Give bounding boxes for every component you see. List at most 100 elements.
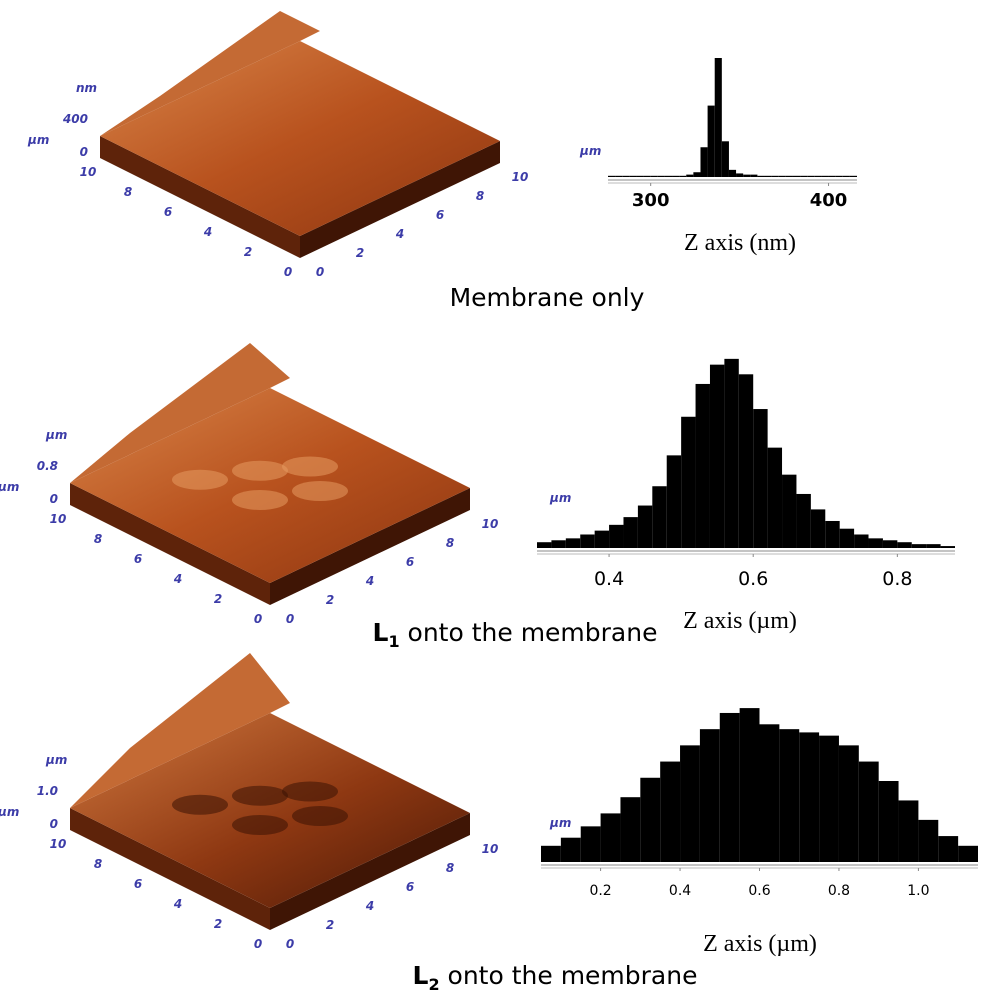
histogram-bar (715, 58, 722, 177)
histogram-bar (696, 384, 710, 548)
afm-tick-label: 8 (446, 861, 454, 875)
x-tick-label: 400 (810, 190, 848, 211)
histogram-bar (879, 781, 899, 862)
histogram-bar (799, 732, 819, 862)
histogram-bar (793, 176, 800, 177)
histogram-bar (537, 542, 551, 548)
histogram-bar (839, 745, 859, 862)
histogram-bar (667, 455, 681, 548)
histogram-bar (679, 176, 686, 177)
histogram-bar (615, 176, 622, 177)
afm-grain (172, 470, 228, 490)
histogram-bar (782, 475, 796, 548)
histogram-bar (926, 544, 940, 548)
afm-tick-label: 2 (326, 918, 334, 932)
histogram-bar (652, 486, 666, 548)
afm-tick-label: 6 (406, 555, 414, 569)
caption: Membrane only (450, 283, 645, 312)
afm-tick-label: 4 (365, 574, 374, 588)
histogram-bar (672, 176, 679, 177)
afm-tick-label: 8 (94, 532, 102, 546)
histogram-bar (608, 176, 615, 177)
histogram-bar (644, 176, 651, 177)
histogram-bar (814, 176, 821, 177)
histogram-bar (740, 708, 760, 862)
histogram-bar (938, 836, 958, 862)
afm-grain (232, 815, 288, 835)
afm-z-unit: µm (45, 428, 67, 442)
histogram-bar (840, 529, 854, 548)
histogram-bar (850, 176, 857, 177)
histogram-bar (561, 838, 581, 862)
histogram-bar (724, 359, 738, 548)
afm-grain (232, 461, 288, 481)
histogram-bar (566, 538, 580, 548)
afm-grain (232, 786, 288, 806)
caption-text: Membrane only (450, 283, 645, 312)
x-tick-label: 0.4 (594, 568, 624, 590)
histogram-bar (800, 176, 807, 177)
afm-top (70, 388, 470, 583)
histogram-bar (609, 525, 623, 548)
afm-tick-label: 0 (254, 612, 262, 626)
x-tick-label: 1.0 (907, 883, 929, 899)
x-tick-label: 0.4 (669, 883, 691, 899)
afm-tick-label: 10 (512, 170, 529, 184)
histogram-bar (700, 729, 720, 862)
caption-symbol: L (413, 961, 429, 990)
histogram-bar (869, 538, 883, 548)
x-axis-label: Z axis (nm) (684, 230, 796, 256)
histogram-bar (941, 546, 955, 548)
figure: 024681002468100400nmµmµm0246810024681000… (0, 0, 981, 991)
histogram-bar (811, 509, 825, 548)
afm-tick-label: 2 (214, 917, 222, 931)
afm-grain (282, 457, 338, 477)
afm-tick-label: 8 (124, 185, 132, 199)
histogram-bar (623, 517, 637, 548)
afm-grain (292, 481, 348, 501)
histogram-bar (786, 176, 793, 177)
histogram-bar (743, 175, 750, 177)
caption-subscript: 1 (388, 632, 399, 651)
afm-tick-label: 10 (482, 842, 499, 856)
x-tick-label: 0.2 (589, 883, 611, 899)
afm-tick-label: 4 (173, 897, 182, 911)
histogram-bar (843, 176, 850, 177)
histogram-bar (601, 813, 621, 862)
histogram-bar (629, 176, 636, 177)
afm-tick-label: 10 (80, 165, 97, 179)
histogram-bar (710, 365, 724, 548)
afm-z-unit: nm (76, 81, 97, 95)
caption-subscript: 2 (428, 975, 439, 991)
histogram-bar (779, 729, 799, 862)
afm-tick-label: 4 (365, 899, 374, 913)
histogram-bar (768, 448, 782, 548)
histogram-bar (658, 176, 665, 177)
histogram-bar (595, 531, 609, 548)
afm-tick-label: 0 (286, 612, 294, 626)
afm-grain (172, 795, 228, 815)
afm-tick-label: 4 (173, 572, 182, 586)
histogram-bar (681, 417, 695, 548)
caption-text: onto the membrane (400, 618, 658, 647)
histogram-bar (722, 141, 729, 177)
histogram-bar (807, 176, 814, 177)
x-tick-label: 0.8 (828, 883, 850, 899)
histogram-bar (708, 106, 715, 177)
histogram-bar (912, 544, 926, 548)
caption-symbol: L (373, 618, 389, 647)
histogram-bar (819, 736, 839, 862)
afm-z-unit: µm (45, 753, 67, 767)
caption: L1 onto the membrane (373, 618, 658, 651)
x-tick-label: 0.6 (748, 883, 770, 899)
x-tick-label: 0.8 (882, 568, 912, 590)
afm-z-label: 0 (50, 492, 58, 506)
histogram-bar (636, 176, 643, 177)
histogram-bar (859, 762, 879, 862)
histogram-bar (918, 820, 938, 862)
afm-tick-label: 8 (94, 857, 102, 871)
afm-grain (232, 490, 288, 510)
histogram-bar (796, 494, 810, 548)
afm-tick-label: 4 (395, 227, 404, 241)
histogram-bar (739, 374, 753, 548)
